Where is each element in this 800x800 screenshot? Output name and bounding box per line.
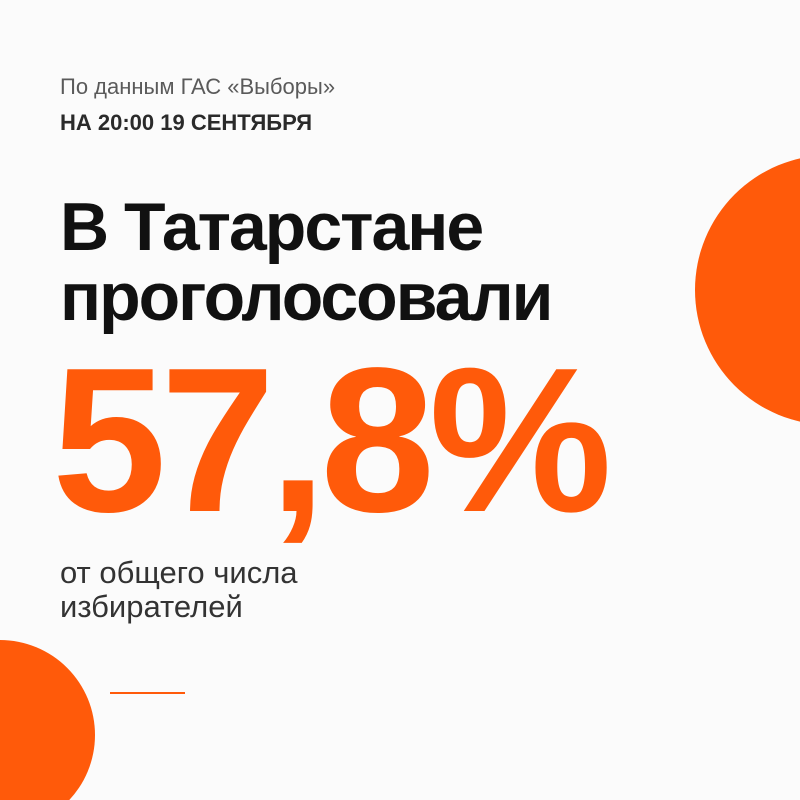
headline: проголосовали [60, 259, 553, 335]
caption: избирателей [60, 589, 243, 624]
caption: от общего числа [60, 555, 298, 590]
source: По данным ГАС «Выборы» [60, 74, 336, 99]
decor-circle [0, 640, 95, 800]
divider [110, 692, 185, 694]
headline: В Татарстане [60, 189, 484, 265]
figure: 57,8% [52, 325, 612, 555]
timestamp: НА 20:00 19 СЕНТЯБРЯ [60, 110, 313, 135]
decor-circle [695, 155, 800, 425]
